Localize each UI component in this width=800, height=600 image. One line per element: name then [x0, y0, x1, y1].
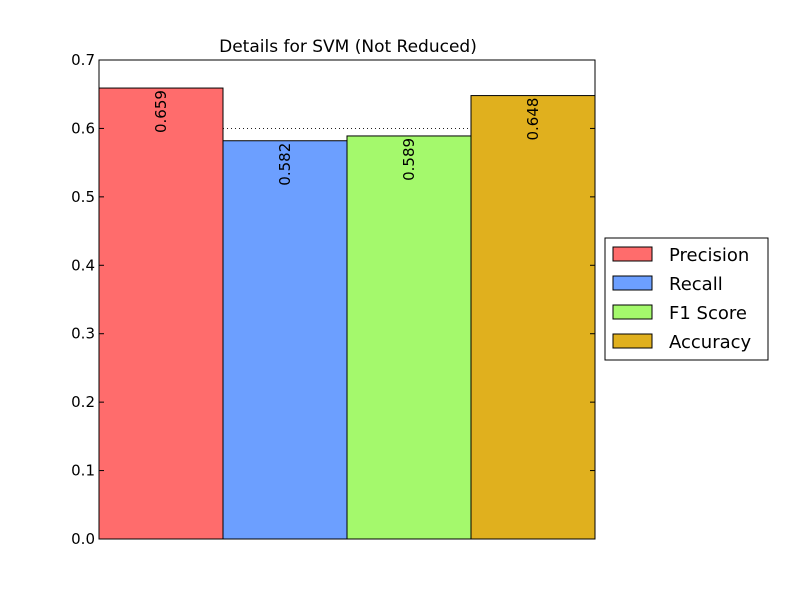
data-label: 0.659 — [152, 90, 170, 133]
bar-accuracy — [470, 95, 596, 540]
y-tick-label: 0.4 — [71, 256, 95, 274]
y-tick-label: 0.1 — [71, 462, 95, 480]
legend-label: Recall — [669, 274, 723, 295]
data-label: 0.582 — [276, 143, 294, 186]
legend-swatch — [612, 304, 653, 320]
y-axis: 0.0 0.1 0.2 0.3 0.4 0.5 0.6 0.7 — [71, 51, 595, 548]
y-tick-label: 0.5 — [71, 188, 95, 206]
data-labels: 0.659 0.582 0.589 0.648 — [152, 90, 542, 186]
y-tick-label: 0.0 — [71, 530, 95, 548]
data-label: 0.648 — [524, 98, 542, 141]
data-label: 0.589 — [400, 138, 418, 181]
legend-label: Precision — [669, 245, 749, 266]
legend-label: Accuracy — [669, 332, 752, 353]
y-tick-label: 0.2 — [71, 393, 95, 411]
y-tick-label: 0.3 — [71, 325, 95, 343]
legend-swatch — [612, 333, 653, 349]
y-tick-label: 0.7 — [71, 51, 95, 69]
plot-frame — [98, 59, 596, 540]
y-tick-label: 0.6 — [71, 119, 95, 137]
legend-swatch — [612, 275, 653, 291]
bar-precision — [98, 87, 224, 540]
bar-f1-score — [346, 135, 472, 540]
legend-label: F1 Score — [669, 303, 747, 324]
legend: Precision Recall F1 Score Accuracy — [604, 237, 769, 361]
bars — [98, 87, 596, 540]
legend-swatch — [612, 246, 653, 262]
chart-title: Details for SVM (Not Reduced) — [219, 37, 477, 57]
bar-recall — [222, 140, 348, 540]
